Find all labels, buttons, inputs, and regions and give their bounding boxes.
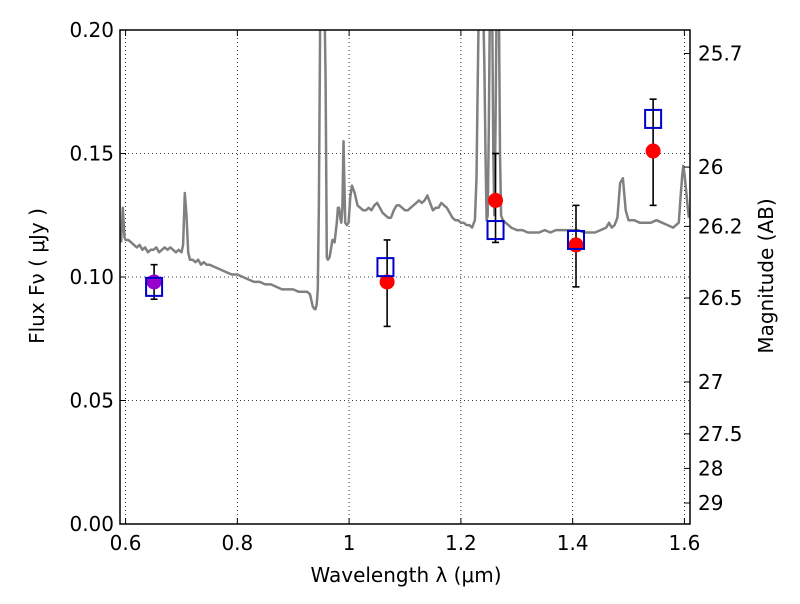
y-tick-label: 0.15: [69, 142, 114, 166]
x-tick-label: 1.2: [445, 531, 477, 555]
y2-tick-label: 25.7: [698, 41, 743, 65]
y2-tick-label: 27.5: [698, 422, 743, 446]
observed-point: [568, 237, 584, 253]
x-tick-label: 0.6: [110, 531, 142, 555]
grid-layer: [120, 29, 690, 525]
y2-tick-label: 29: [698, 491, 723, 515]
spectrum-line: [120, 30, 690, 311]
y2-tick-label: 26.2: [698, 214, 743, 238]
y2-tick-label: 27: [698, 370, 723, 394]
model-point: [567, 229, 585, 250]
x-tick-label: 1.6: [669, 531, 701, 555]
model-point: [145, 276, 164, 297]
y2-tick-label: 26: [698, 155, 723, 179]
y-tick-label: 0.10: [69, 265, 114, 289]
y2-axis-title: Magnitude (AB): [754, 198, 778, 353]
x-axis-title: Wavelength λ (μm): [310, 563, 501, 587]
x-tick-label: 1.4: [557, 531, 589, 555]
model-point: [486, 220, 505, 241]
series-layer: [120, 30, 690, 328]
model-point: [644, 108, 663, 129]
x-tick-label: 1: [343, 531, 356, 555]
x-tick-label: 0.8: [221, 531, 253, 555]
y2-tick-label: 26.5: [698, 286, 743, 310]
observed-point: [645, 143, 661, 159]
observed-point: [488, 192, 504, 208]
observed-point: [379, 274, 395, 290]
y-axis-title: Flux Fν ( μJy ): [25, 208, 49, 344]
y-tick-label: 0.00: [69, 512, 114, 536]
model-point: [376, 257, 395, 278]
observed-point: [146, 274, 162, 290]
y-tick-label: 0.05: [69, 389, 114, 413]
plot-frame: [119, 29, 691, 525]
y-tick-label: 0.20: [69, 18, 114, 42]
tick-layer: 0.6 0.8 1 1.2 1.4 1.6 0.00 0.05 0.10 0.15 0.20 25.7…: [69, 18, 742, 555]
y2-tick-label: 28: [698, 456, 723, 480]
